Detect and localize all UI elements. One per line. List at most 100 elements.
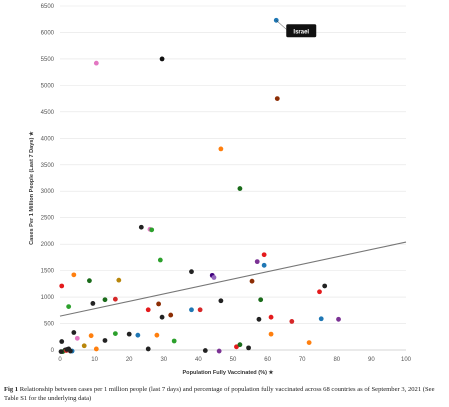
data-point xyxy=(318,316,324,322)
y-tick-label: 1000 xyxy=(41,295,55,301)
annotation-leader xyxy=(276,20,287,30)
y-tick-label: 4000 xyxy=(41,136,55,142)
data-point xyxy=(138,224,144,230)
data-point xyxy=(237,186,243,191)
caption-text: Relationship between cases per 1 million… xyxy=(4,386,435,402)
x-tick-label: 70 xyxy=(299,357,306,363)
x-tick-label: 90 xyxy=(368,357,375,363)
data-point xyxy=(81,343,87,349)
data-point xyxy=(88,333,94,339)
data-point xyxy=(74,335,80,341)
data-point xyxy=(156,301,162,307)
data-point xyxy=(149,227,155,233)
data-point xyxy=(237,342,243,348)
data-point xyxy=(112,331,118,336)
y-tick-label: 1500 xyxy=(41,269,55,275)
y-tick-label: 5000 xyxy=(41,83,55,89)
x-tick-labels: 0 10 20 30 40 50 60 70 80 90 100 xyxy=(58,357,411,363)
data-point xyxy=(289,319,295,324)
data-point xyxy=(256,316,262,322)
data-point xyxy=(261,252,267,258)
data-points xyxy=(58,17,341,354)
data-point xyxy=(71,272,77,278)
data-point xyxy=(189,307,194,313)
y-tick-label: 2000 xyxy=(41,242,55,248)
data-point xyxy=(317,289,322,295)
data-point xyxy=(102,338,108,343)
y-tick-label: 6500 xyxy=(41,4,55,10)
data-point xyxy=(216,348,222,354)
data-point xyxy=(218,298,224,304)
data-point xyxy=(66,304,72,310)
data-point xyxy=(202,348,208,353)
y-tick-label: 3000 xyxy=(41,189,55,195)
data-point xyxy=(218,146,224,152)
data-point xyxy=(64,347,70,352)
data-point xyxy=(126,331,132,337)
data-point xyxy=(249,278,255,284)
data-point xyxy=(274,96,280,102)
data-point xyxy=(90,301,96,306)
scatter-chart: 0500100015002000250030003500400045005000… xyxy=(28,4,412,376)
data-point xyxy=(246,345,251,351)
data-point xyxy=(145,307,151,313)
data-point xyxy=(58,349,64,354)
data-point xyxy=(268,331,274,337)
data-point xyxy=(93,60,99,66)
y-tick-labels: 0 500 1000 1500 2000 2500 3000 3500 4000 4500 5000… xyxy=(41,4,55,354)
y-tick-label: 2500 xyxy=(41,216,55,222)
annotation-callouts: Israel xyxy=(276,20,317,38)
x-tick-label: 10 xyxy=(91,357,98,363)
x-tick-label: 0 xyxy=(58,357,62,363)
data-point xyxy=(157,257,163,263)
trendline-group xyxy=(59,241,407,317)
x-tick-label: 60 xyxy=(264,357,271,363)
annotation-label: Israel xyxy=(293,29,309,35)
x-tick-label: 30 xyxy=(160,357,167,363)
data-point xyxy=(102,297,108,303)
data-point xyxy=(71,330,77,335)
x-tick-label: 40 xyxy=(195,357,202,363)
data-point xyxy=(197,307,203,313)
data-point xyxy=(145,346,151,352)
x-tick-label: 50 xyxy=(230,357,237,363)
data-point xyxy=(234,344,239,350)
y-tick-label: 4500 xyxy=(41,110,55,116)
data-point xyxy=(268,314,274,320)
data-point xyxy=(211,275,217,280)
data-point xyxy=(306,340,312,345)
y-tick-label: 5500 xyxy=(41,57,55,63)
data-point xyxy=(59,339,65,344)
y-tick-label: 500 xyxy=(44,322,55,328)
data-point xyxy=(59,283,65,289)
caption-label: Fig 1 xyxy=(4,386,19,393)
x-tick-label: 100 xyxy=(401,357,412,363)
data-point xyxy=(112,296,118,302)
y-axis-label: Cases Per 1 Million People (Last 7 Days)… xyxy=(28,130,35,245)
annotation-box xyxy=(286,24,317,38)
data-point xyxy=(258,297,264,303)
data-point xyxy=(154,332,160,338)
grid-lines xyxy=(60,5,406,351)
data-point xyxy=(322,283,328,289)
trendline xyxy=(59,241,407,317)
y-tick-label: 0 xyxy=(51,348,55,354)
data-point xyxy=(159,56,165,62)
data-point xyxy=(171,338,177,344)
x-axis-label: Population Fully Vaccinated (%) ★ xyxy=(182,369,274,376)
data-point xyxy=(336,316,341,322)
data-point xyxy=(168,312,174,318)
y-tick-label: 6000 xyxy=(41,30,55,36)
data-point xyxy=(261,262,267,268)
x-tick-label: 80 xyxy=(333,357,340,363)
data-point xyxy=(254,259,260,265)
data-point xyxy=(159,314,165,320)
y-tick-label: 3500 xyxy=(41,163,55,169)
x-tick-label: 20 xyxy=(126,357,133,363)
data-point xyxy=(135,332,141,338)
data-point xyxy=(93,346,99,352)
figure-caption: Fig 1 Relationship between cases per 1 m… xyxy=(4,385,444,403)
data-point xyxy=(87,278,92,284)
data-point xyxy=(189,269,194,275)
data-point xyxy=(116,277,122,283)
